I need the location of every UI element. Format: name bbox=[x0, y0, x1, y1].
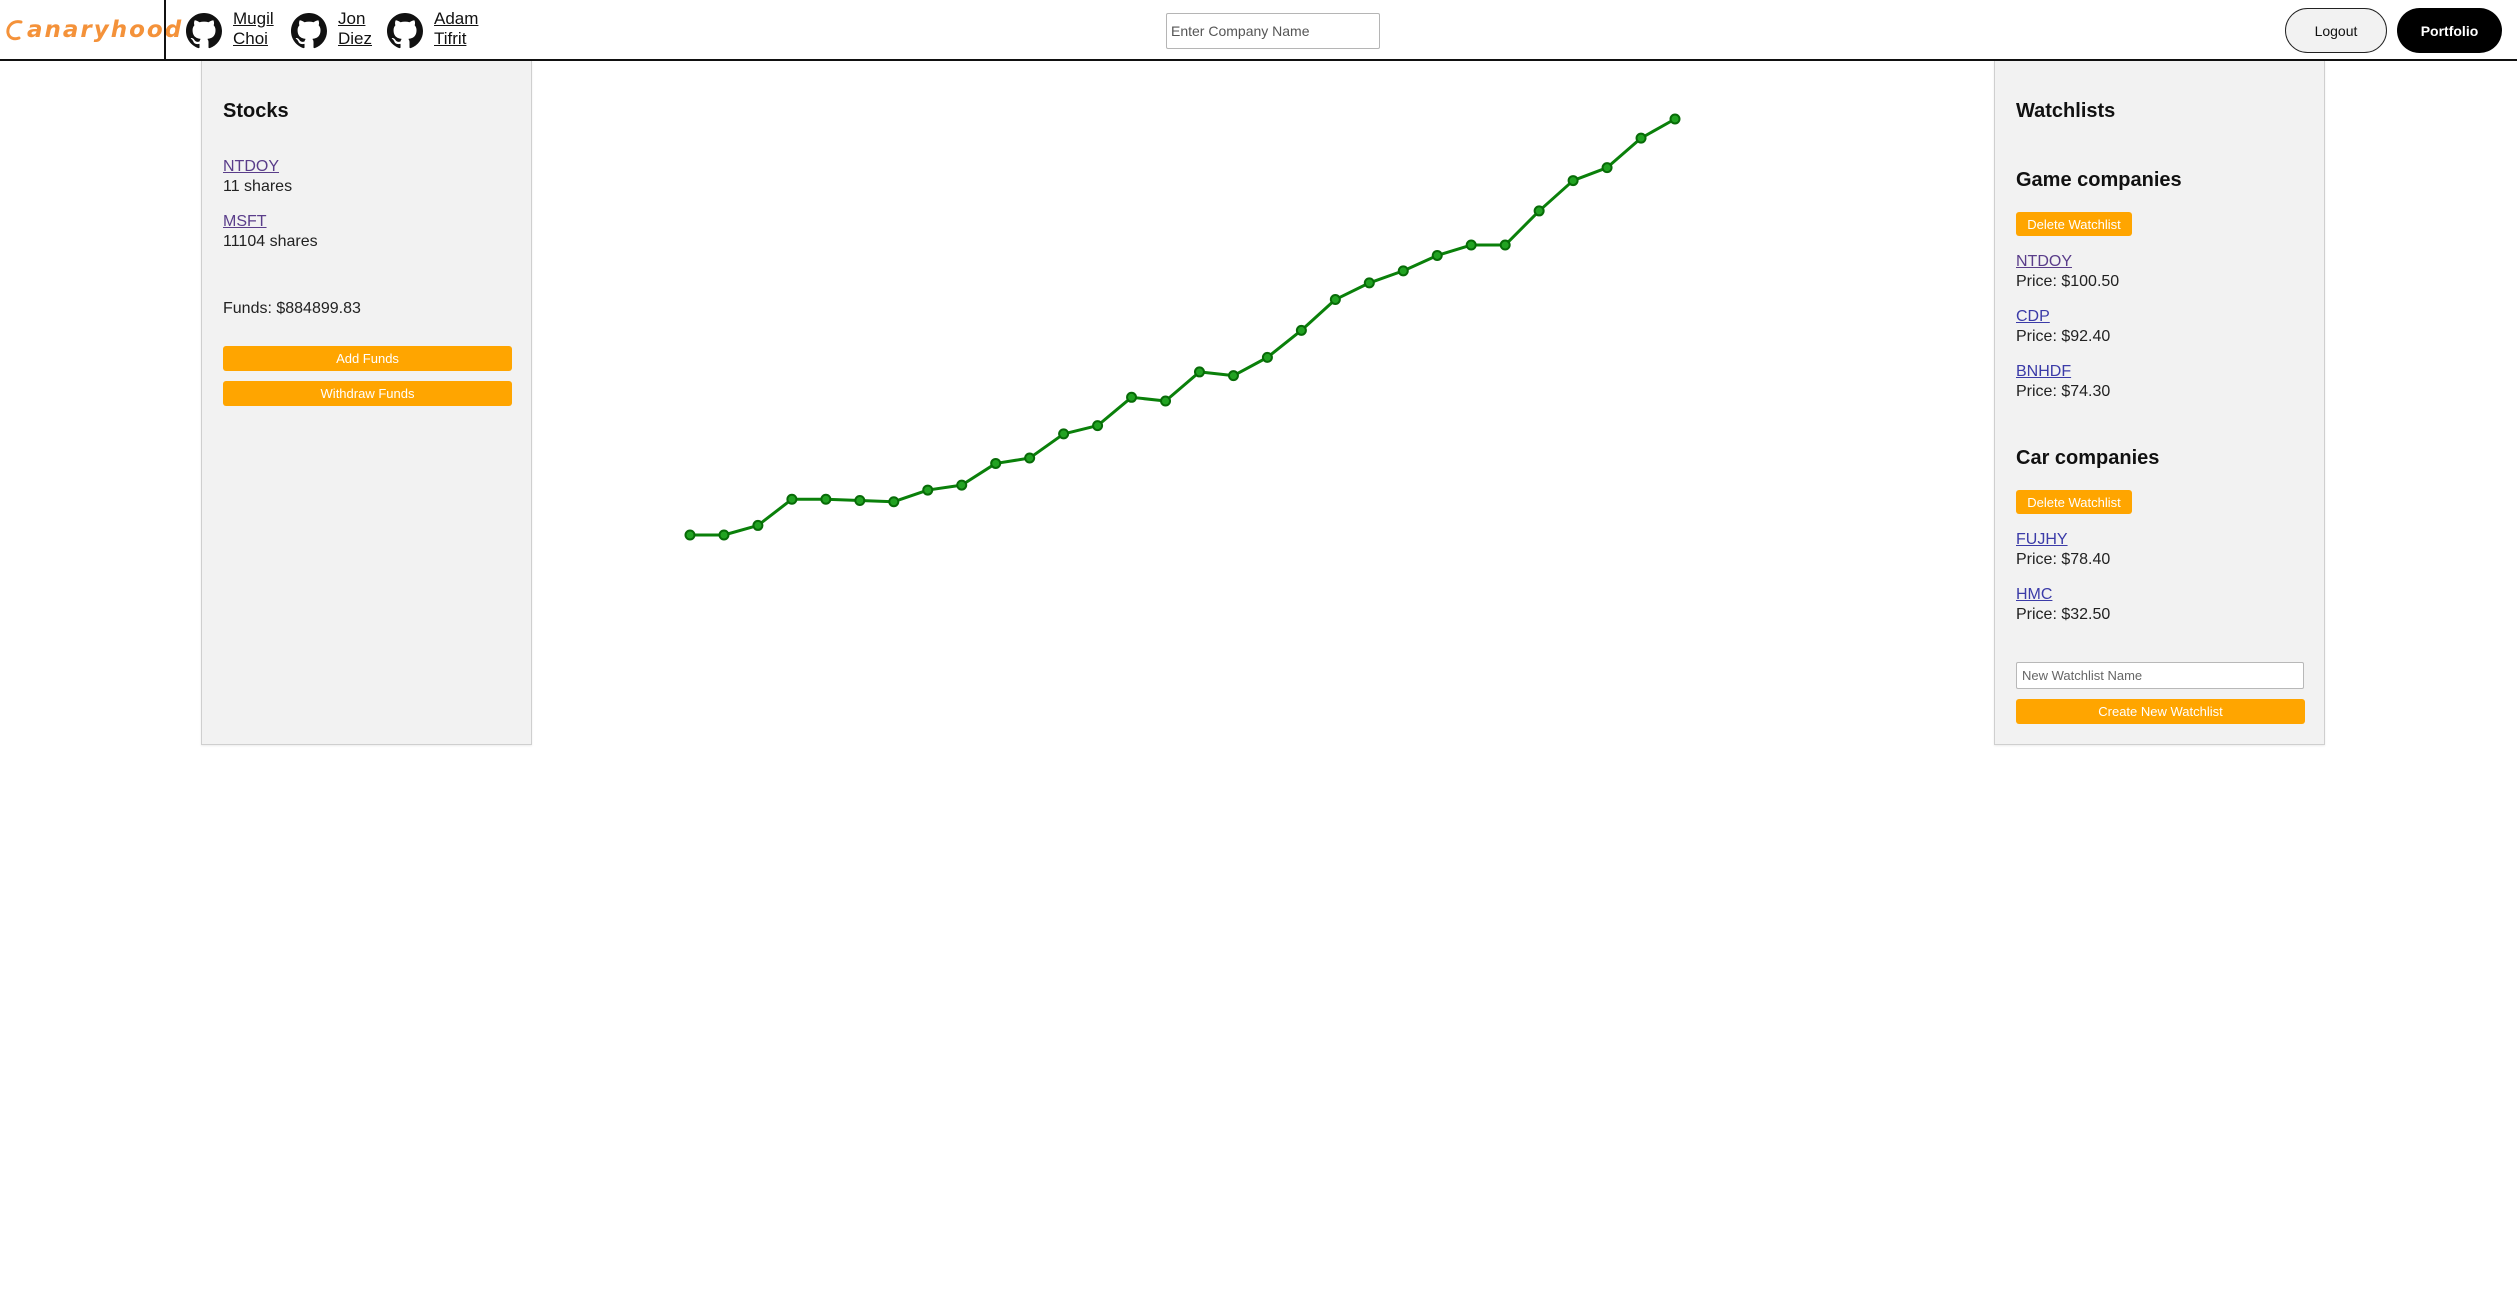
developer-link-1[interactable]: Mugil Choi bbox=[186, 9, 274, 49]
price-point[interactable] bbox=[1465, 239, 1477, 251]
price-point[interactable] bbox=[1329, 294, 1341, 306]
price-point[interactable] bbox=[1397, 265, 1409, 277]
price-point[interactable] bbox=[956, 479, 968, 491]
watchlists-title: Watchlists bbox=[2016, 100, 2116, 122]
github-icon bbox=[291, 13, 327, 49]
new-watchlist-name-input[interactable] bbox=[2016, 662, 2304, 689]
price-point[interactable] bbox=[990, 457, 1002, 469]
watchlist-price: Price: $92.40 bbox=[2016, 328, 2111, 345]
developer-link-3[interactable]: Adam Tifrit bbox=[387, 9, 478, 49]
watchlist-price: Price: $32.50 bbox=[2016, 606, 2111, 623]
holding-shares: 11104 shares bbox=[223, 233, 318, 250]
watchlist-price: Price: $78.40 bbox=[2016, 551, 2111, 568]
portfolio-button[interactable]: Portfolio bbox=[2397, 8, 2502, 53]
canaryhood-logo[interactable]: anaryhood bbox=[6, 12, 183, 48]
add-funds-button[interactable]: Add Funds bbox=[223, 346, 512, 371]
price-point[interactable] bbox=[1363, 277, 1375, 289]
watchlist-name: Car companies bbox=[2016, 447, 2160, 469]
watchlist-ticker-link[interactable]: FUJHY bbox=[2016, 531, 2068, 548]
price-point[interactable] bbox=[1601, 162, 1613, 174]
withdraw-funds-button[interactable]: Withdraw Funds bbox=[223, 381, 512, 406]
price-point[interactable] bbox=[1669, 113, 1681, 125]
watchlist-ticker-link[interactable]: NTDOY bbox=[2016, 253, 2072, 270]
watchlist-ticker-link[interactable]: HMC bbox=[2016, 586, 2053, 603]
price-point[interactable] bbox=[820, 493, 832, 505]
canary-c-icon bbox=[6, 20, 23, 41]
company-search-input[interactable] bbox=[1166, 13, 1380, 49]
price-point[interactable] bbox=[1058, 428, 1070, 440]
price-point[interactable] bbox=[1567, 175, 1579, 187]
price-point[interactable] bbox=[854, 494, 866, 506]
price-point[interactable] bbox=[922, 484, 934, 496]
top-navbar: anaryhood Mugil Choi Jon Diez Adam Tifri… bbox=[0, 0, 2517, 61]
price-point[interactable] bbox=[1499, 239, 1511, 251]
watchlist-name: Game companies bbox=[2016, 169, 2182, 191]
watchlists-panel: Watchlists Game companies Delete Watchli… bbox=[1994, 61, 2325, 745]
price-point[interactable] bbox=[1295, 324, 1307, 336]
price-point[interactable] bbox=[1227, 370, 1239, 382]
watchlist-price: Price: $100.50 bbox=[2016, 273, 2120, 290]
price-point[interactable] bbox=[1024, 452, 1036, 464]
price-point[interactable] bbox=[1431, 249, 1443, 261]
price-point[interactable] bbox=[1126, 391, 1138, 403]
price-point[interactable] bbox=[1193, 366, 1205, 378]
developer-name-1[interactable]: Mugil Choi bbox=[233, 9, 274, 48]
funds-balance: Funds: $884899.83 bbox=[223, 300, 361, 317]
watchlist-ticker-link[interactable]: CDP bbox=[2016, 308, 2050, 325]
developer-name-2[interactable]: Jon Diez bbox=[338, 9, 373, 48]
price-point[interactable] bbox=[888, 496, 900, 508]
stocks-title: Stocks bbox=[223, 100, 289, 122]
github-icon bbox=[387, 13, 423, 49]
logout-button[interactable]: Logout bbox=[2285, 8, 2387, 53]
developer-name-3[interactable]: Adam Tifrit bbox=[434, 9, 479, 48]
price-point[interactable] bbox=[786, 493, 798, 505]
logo-text: anaryhood bbox=[27, 17, 184, 43]
price-point[interactable] bbox=[1092, 420, 1104, 432]
stocks-panel: Stocks NTDOY 11 shares MSFT 11104 shares… bbox=[201, 61, 532, 745]
delete-watchlist-button[interactable]: Delete Watchlist bbox=[2016, 490, 2132, 514]
price-point[interactable] bbox=[1261, 351, 1273, 363]
holding-ticker-link[interactable]: NTDOY bbox=[223, 158, 279, 175]
developer-link-2[interactable]: Jon Diez bbox=[291, 9, 372, 49]
price-line bbox=[690, 117, 1676, 537]
price-point[interactable] bbox=[1533, 205, 1545, 217]
watchlist-price: Price: $74.30 bbox=[2016, 383, 2111, 400]
price-point[interactable] bbox=[752, 519, 764, 531]
stock-price-chart bbox=[684, 113, 1681, 541]
header-divider bbox=[164, 0, 166, 61]
github-icon bbox=[186, 13, 222, 49]
create-watchlist-button[interactable]: Create New Watchlist bbox=[2016, 699, 2305, 724]
holding-ticker-link[interactable]: MSFT bbox=[223, 213, 267, 230]
price-point[interactable] bbox=[684, 529, 696, 541]
delete-watchlist-button[interactable]: Delete Watchlist bbox=[2016, 212, 2132, 236]
holding-shares: 11 shares bbox=[223, 178, 293, 195]
price-point[interactable] bbox=[1160, 395, 1172, 407]
price-point[interactable] bbox=[1635, 132, 1647, 144]
price-point[interactable] bbox=[718, 529, 730, 541]
watchlist-ticker-link[interactable]: BNHDF bbox=[2016, 363, 2072, 380]
